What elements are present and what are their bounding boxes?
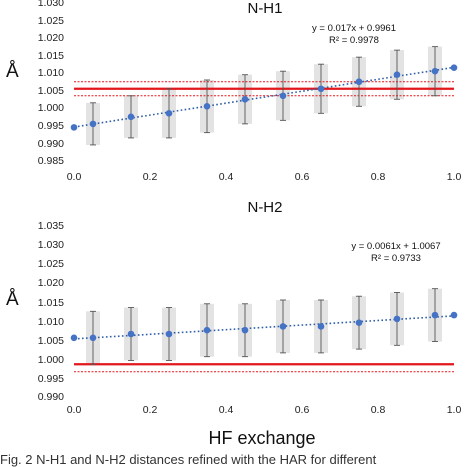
data-point (317, 323, 325, 330)
y-tick-label: 1.000 (38, 102, 64, 114)
y-tick-label: 1.000 (38, 354, 64, 366)
y-tick-label: 0.995 (38, 373, 64, 385)
y-tick-label: 0.995 (38, 120, 64, 132)
chart-title: N-H1 (247, 0, 282, 17)
data-point (393, 315, 401, 323)
y-tick-label: 0.990 (38, 391, 64, 403)
data-point (279, 323, 287, 330)
data-point (165, 110, 173, 117)
trendline-equation: y = 0.017x + 0.9961 (312, 23, 396, 34)
data-point (127, 330, 135, 338)
data-point (431, 311, 439, 319)
data-point (203, 326, 211, 334)
y-tick-label: 1.025 (38, 15, 64, 27)
data-point (89, 334, 97, 342)
y-tick-labels: 0.985 0.990 0.995 1.000 1.005 1.010 1.01… (38, 0, 64, 167)
y-tick-label: 1.015 (38, 50, 64, 62)
y-axis-label: Å (6, 289, 19, 310)
y-tick-label: 0.990 (38, 138, 64, 150)
trendline-r2: R² = 0.9733 (371, 253, 421, 264)
y-tick-labels: 0.990 0.995 1.000 1.005 1.010 1.015 1.02… (38, 220, 64, 403)
x-tick-label: 0.8 (371, 404, 386, 416)
trendline-equation: y = 0.0061x + 1.0067 (351, 241, 440, 252)
data-point (70, 124, 78, 131)
plot-area (70, 288, 458, 373)
y-tick-label: 1.005 (38, 85, 64, 97)
data-point (279, 92, 287, 100)
y-tick-label: 1.010 (38, 316, 64, 328)
figure-caption: Fig. 2 N-H1 and N-H2 distances refined w… (0, 452, 377, 467)
data-point (241, 95, 249, 103)
trendline (73, 315, 455, 340)
y-tick-label: 1.035 (38, 220, 64, 232)
chart-title: N-H2 (247, 199, 282, 216)
data-point (70, 334, 78, 342)
data-point (241, 326, 249, 334)
trendline-r2: R² = 0.9978 (329, 35, 379, 46)
y-tick-label: 1.010 (38, 67, 64, 79)
x-tick-label: 0.0 (67, 404, 82, 416)
data-point (393, 71, 401, 79)
x-tick-label: 0.4 (219, 171, 234, 183)
x-tick-label: 0.2 (143, 404, 158, 416)
x-tick-label: 1.0 (447, 171, 462, 183)
x-tick-label: 0.6 (295, 404, 310, 416)
y-tick-label: 1.005 (38, 335, 64, 347)
data-point (89, 120, 97, 128)
x-tick-labels: 0.0 0.2 0.4 0.6 0.8 1.0 (67, 404, 462, 416)
y-tick-label: 1.020 (38, 32, 64, 44)
x-axis-label: HF exchange (208, 428, 315, 448)
data-point (317, 85, 325, 93)
chart-panel-nh1: N-H1 Å 0.985 0.990 0.995 1.000 1.005 1.0… (6, 0, 461, 183)
y-tick-label: 1.015 (38, 297, 64, 309)
data-point (165, 330, 173, 338)
data-point (127, 113, 135, 121)
data-point (203, 103, 211, 110)
data-point (355, 319, 363, 326)
data-point (450, 64, 458, 71)
y-tick-label: 1.020 (38, 277, 64, 289)
y-tick-label: 1.025 (38, 258, 64, 270)
chart-panel-nh2: N-H2 Å 0.990 0.995 1.000 1.005 1.010 1.0… (6, 199, 461, 416)
y-tick-label: 0.985 (38, 155, 64, 167)
x-tick-labels: 0.0 0.2 0.4 0.6 0.8 1.0 (67, 171, 462, 183)
data-point (431, 67, 439, 75)
x-tick-label: 0.8 (371, 171, 386, 183)
figure: N-H1 Å 0.985 0.990 0.995 1.000 1.005 1.0… (6, 0, 461, 448)
data-point (450, 311, 458, 319)
plot-area (70, 46, 458, 146)
y-tick-label: 1.030 (38, 239, 64, 251)
trendline (73, 66, 455, 128)
y-tick-label: 1.030 (38, 0, 64, 9)
x-tick-label: 0.2 (143, 171, 158, 183)
x-tick-label: 0.0 (67, 171, 82, 183)
x-tick-label: 1.0 (447, 404, 462, 416)
y-axis-label: Å (6, 61, 19, 82)
data-point (355, 78, 363, 86)
x-tick-label: 0.4 (219, 404, 234, 416)
x-tick-label: 0.6 (295, 171, 310, 183)
